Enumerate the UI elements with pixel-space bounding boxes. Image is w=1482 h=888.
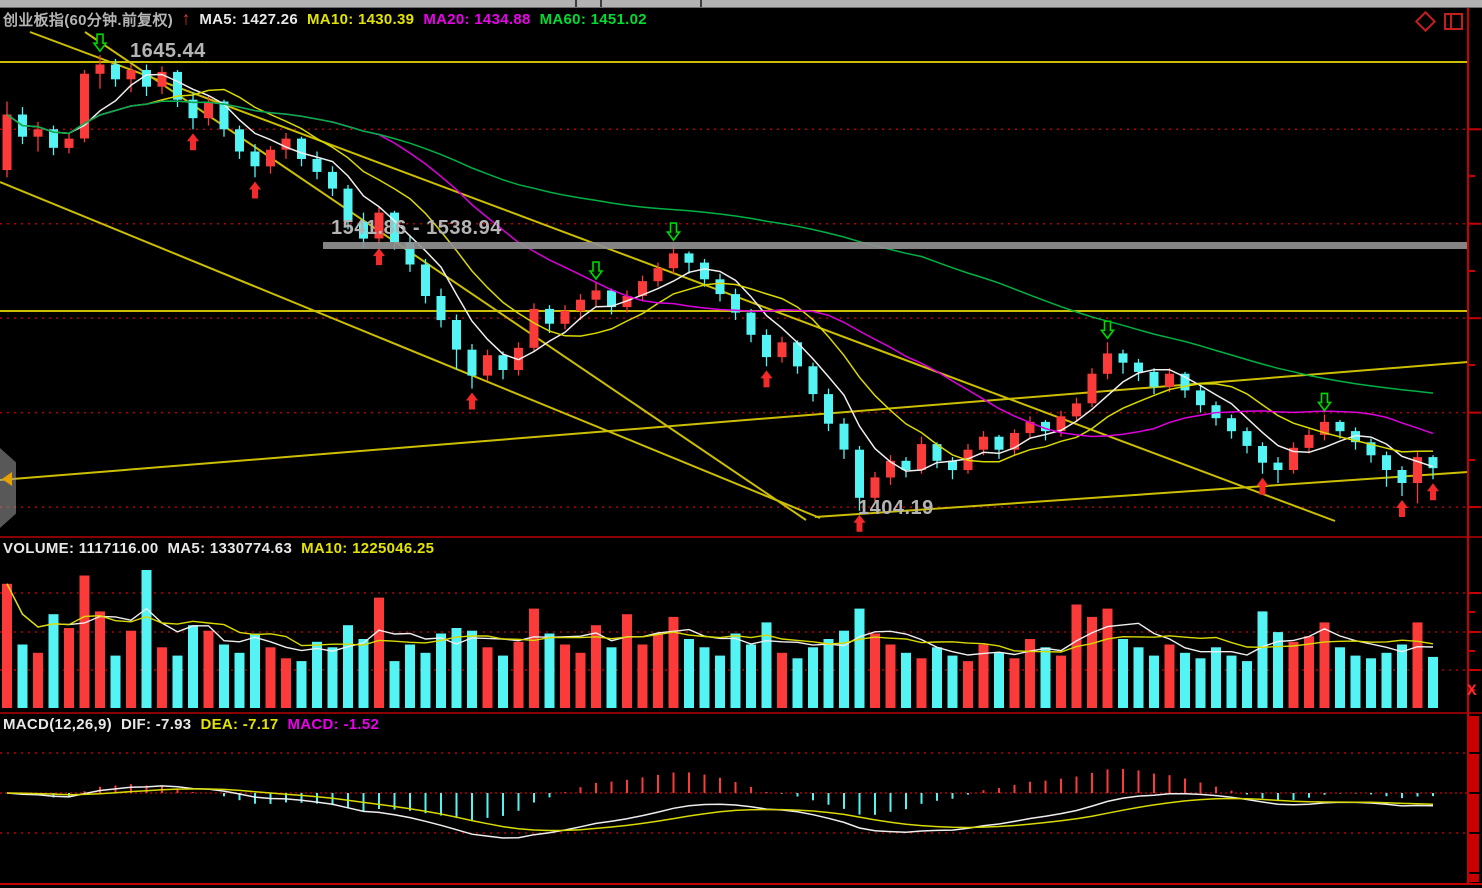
signal-arrows xyxy=(92,33,1439,532)
axis-layer xyxy=(0,8,1482,885)
volume-ma10-value: MA10: 1225046.25 xyxy=(301,540,435,557)
macd-indicator-label: MACD(12,26,9) xyxy=(3,716,112,733)
strip-notch xyxy=(575,0,577,7)
restore-window-icon[interactable] xyxy=(1444,13,1463,30)
price-level-bar xyxy=(323,242,1467,249)
ma60-value: MA60: 1451.02 xyxy=(539,11,647,28)
volume-ma5-value: MA5: 1330774.63 xyxy=(167,540,293,557)
side-panel-grip[interactable] xyxy=(0,448,16,528)
swing-high-label: 1645.44 xyxy=(130,40,206,62)
swing-low-label: 1404.19 xyxy=(858,497,934,519)
diamond-icon[interactable] xyxy=(1414,10,1437,33)
price-ma-lines xyxy=(6,73,1434,472)
dif-value: DIF: -7.93 xyxy=(120,716,192,733)
level-range-label: 1541.86 - 1538.94 xyxy=(331,217,502,239)
window-controls xyxy=(1414,10,1463,33)
axis-close-button[interactable]: X xyxy=(1467,682,1477,700)
strip-notch xyxy=(700,0,702,7)
macd-value: MACD: -1.52 xyxy=(287,716,380,733)
ma10-value: MA10: 1430.39 xyxy=(307,11,415,28)
volume-header: VOLUME: 1117116.00 MA5: 1330774.63 MA10:… xyxy=(3,540,434,557)
strip-notch xyxy=(600,0,602,7)
ma20-value: MA20: 1434.88 xyxy=(423,11,531,28)
macd-header: MACD(12,26,9) DIF: -7.93 DEA: -7.17 MACD… xyxy=(3,716,379,733)
chart-header: 创业板指(60分钟.前复权) ↑ MA5: 1427.26 MA10: 1430… xyxy=(3,9,647,30)
volume-layer xyxy=(2,570,1438,708)
trend-up-icon: ↑ xyxy=(182,9,191,29)
ma5-value: MA5: 1427.26 xyxy=(199,11,299,28)
window-top-strip xyxy=(0,0,1482,8)
instrument-title: 创业板指(60分钟.前复权) xyxy=(3,12,174,29)
dea-value: DEA: -7.17 xyxy=(200,716,279,733)
trendline-start-marker xyxy=(2,472,12,486)
macd-layer xyxy=(6,768,1434,839)
volume-value: VOLUME: 1117116.00 xyxy=(3,540,159,557)
